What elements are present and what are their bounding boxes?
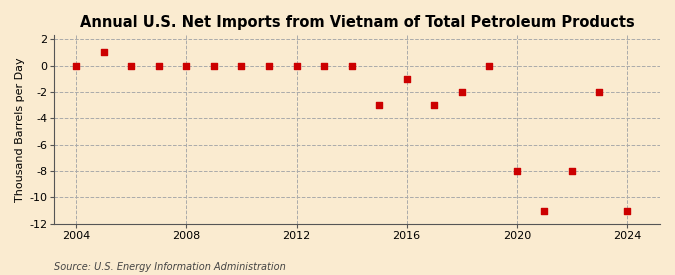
Y-axis label: Thousand Barrels per Day: Thousand Barrels per Day xyxy=(15,57,25,202)
Point xyxy=(264,64,275,68)
Point xyxy=(99,50,109,55)
Point xyxy=(236,64,247,68)
Point xyxy=(319,64,329,68)
Point xyxy=(374,103,385,107)
Title: Annual U.S. Net Imports from Vietnam of Total Petroleum Products: Annual U.S. Net Imports from Vietnam of … xyxy=(80,15,634,30)
Point xyxy=(181,64,192,68)
Point xyxy=(401,77,412,81)
Point xyxy=(153,64,164,68)
Point xyxy=(346,64,357,68)
Point xyxy=(126,64,137,68)
Text: Source: U.S. Energy Information Administration: Source: U.S. Energy Information Administ… xyxy=(54,262,286,272)
Point xyxy=(429,103,439,107)
Point xyxy=(594,90,605,94)
Point xyxy=(456,90,467,94)
Point xyxy=(539,208,549,213)
Point xyxy=(291,64,302,68)
Point xyxy=(566,169,577,173)
Point xyxy=(484,64,495,68)
Point xyxy=(622,208,632,213)
Point xyxy=(71,64,82,68)
Point xyxy=(209,64,219,68)
Point xyxy=(512,169,522,173)
